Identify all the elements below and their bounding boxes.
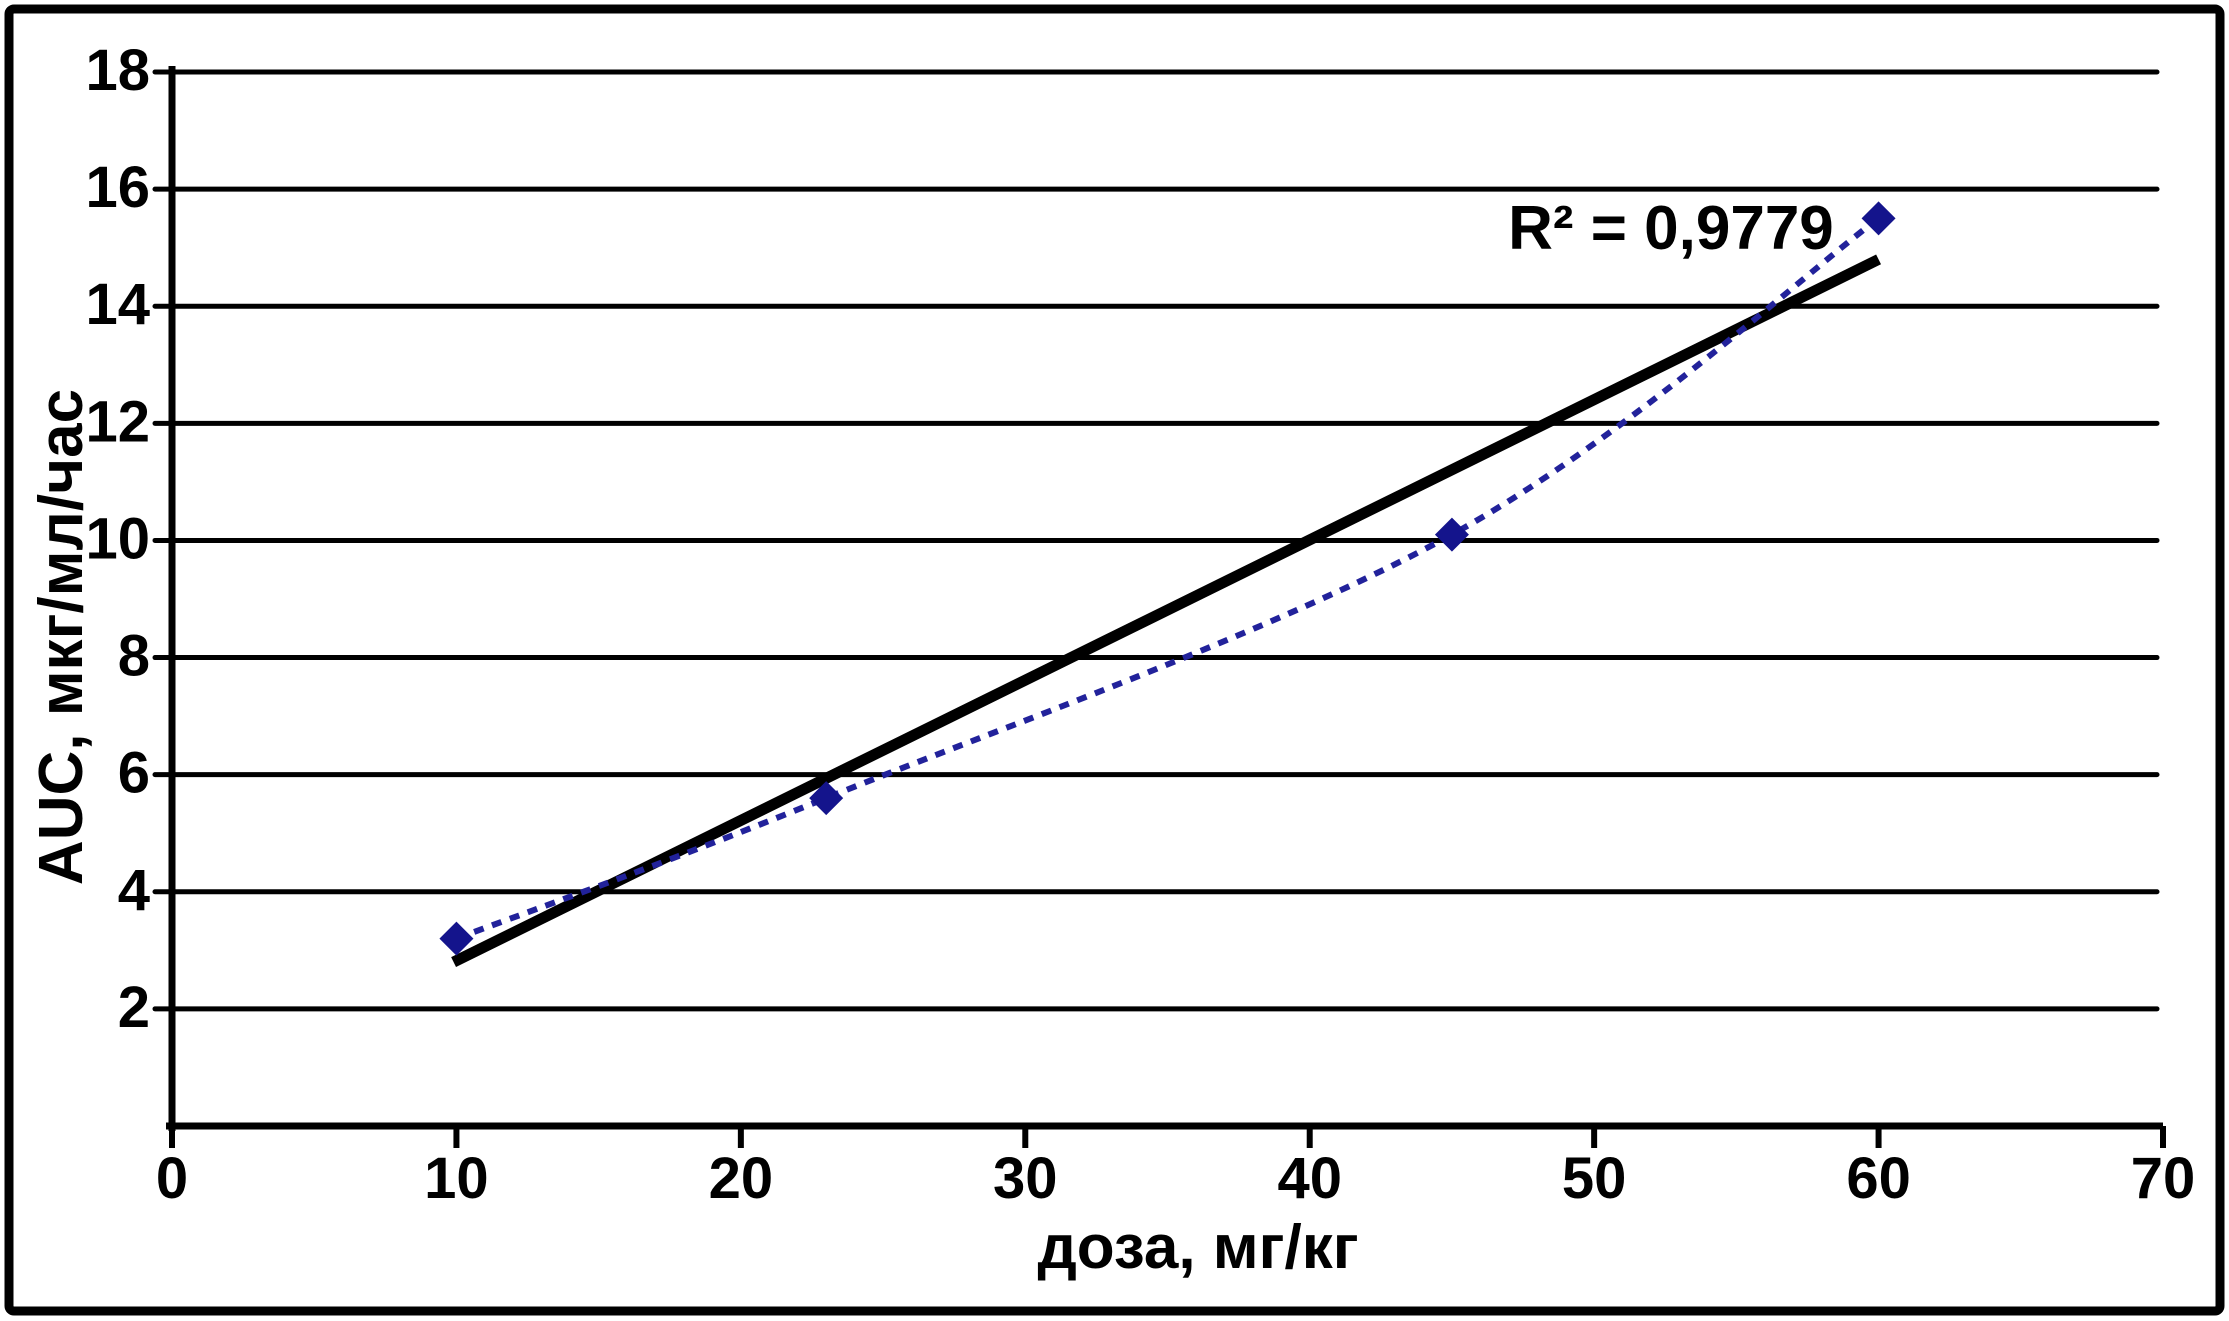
data-point-1: [439, 921, 474, 956]
trend-line: [451, 254, 1882, 967]
data-point-markers: [439, 201, 1896, 956]
y-tick-label-10: 10: [85, 506, 150, 571]
y-tick-label-8: 8: [118, 624, 150, 689]
x-tick-label-40: 40: [1277, 1146, 1342, 1211]
y-tick-label-12: 12: [85, 389, 150, 454]
x-tick-label-50: 50: [1562, 1146, 1627, 1211]
x-axis-tick-labels: 0 10 20 30 40 50 60 70: [156, 1146, 2195, 1211]
x-tick-label-60: 60: [1846, 1146, 1911, 1211]
data-point-4: [1861, 201, 1896, 236]
x-axis-ticks: [169, 1126, 2166, 1148]
x-tick-label-0: 0: [156, 1146, 188, 1211]
y-tick-label-6: 6: [118, 741, 150, 806]
data-point-2: [809, 781, 844, 816]
y-axis-title: AUC, мкг/мл/час: [27, 389, 96, 885]
y-axis-tick-labels: 2 4 6 8 10 12 14 16 18: [85, 38, 150, 1040]
x-tick-label-70: 70: [2131, 1146, 2196, 1211]
y-tick-label-14: 14: [85, 272, 150, 337]
x-tick-label-10: 10: [424, 1146, 489, 1211]
y-tick-label-18: 18: [85, 38, 150, 103]
data-series-dashed-curve: [455, 215, 1881, 942]
figure-border: [4, 4, 2225, 1316]
r-squared-annotation: R² = 0,9779: [1508, 194, 1834, 263]
y-tick-label-16: 16: [85, 155, 150, 220]
y-tick-label-2: 2: [118, 975, 150, 1040]
axes: [166, 66, 2163, 1131]
data-point-3: [1434, 517, 1469, 552]
x-axis-title: доза, мг/кг: [1037, 1213, 1358, 1282]
gridlines: [152, 69, 2160, 1012]
y-tick-label-4: 4: [118, 858, 150, 923]
x-tick-label-20: 20: [709, 1146, 774, 1211]
x-tick-label-30: 30: [993, 1146, 1058, 1211]
